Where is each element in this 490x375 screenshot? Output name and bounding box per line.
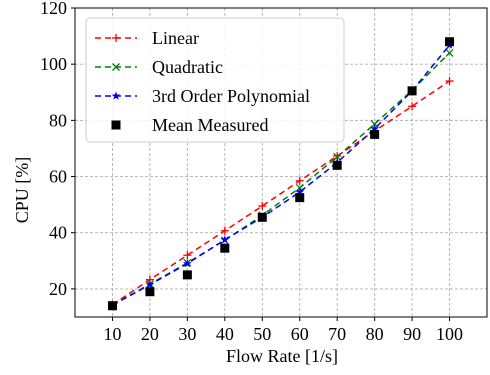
data-point bbox=[295, 176, 304, 185]
legend-marker bbox=[112, 63, 120, 71]
data-point bbox=[445, 48, 454, 57]
data-point bbox=[295, 187, 305, 196]
x-tick-label: 70 bbox=[328, 324, 346, 344]
x-tick-label: 10 bbox=[103, 324, 121, 344]
data-point bbox=[370, 129, 380, 139]
x-tick-label: 40 bbox=[216, 324, 234, 344]
x-tick-label: 30 bbox=[178, 324, 196, 344]
data-point bbox=[408, 102, 417, 111]
x-tick-label: 50 bbox=[253, 324, 271, 344]
y-tick-label: 100 bbox=[40, 54, 67, 74]
x-axis-label: Flow Rate [1/s] bbox=[226, 346, 338, 366]
legend-box bbox=[85, 17, 345, 143]
series-line bbox=[112, 44, 451, 306]
data-point bbox=[295, 193, 305, 203]
series-group bbox=[107, 37, 455, 311]
data-point bbox=[333, 152, 342, 161]
data-point bbox=[258, 202, 267, 211]
data-point bbox=[407, 86, 417, 96]
data-point bbox=[445, 37, 455, 47]
data-point bbox=[183, 259, 192, 268]
legend-entry: Linear bbox=[95, 28, 199, 48]
legend-label: 3rd Order Polynomial bbox=[152, 86, 310, 106]
data-point bbox=[107, 301, 117, 311]
data-point bbox=[257, 212, 267, 222]
y-tick-label: 80 bbox=[49, 110, 67, 130]
data-point bbox=[145, 280, 155, 289]
data-point bbox=[220, 235, 230, 244]
legend-marker bbox=[111, 91, 121, 100]
data-point bbox=[445, 77, 454, 86]
data-point bbox=[220, 226, 229, 235]
data-point bbox=[145, 287, 155, 297]
axes: 10 20 30 40 50 60 70 80 90 100 20 40 60 80 100 120 bbox=[40, 0, 488, 344]
y-tick-label: 60 bbox=[49, 167, 67, 187]
legend-label: Linear bbox=[152, 28, 199, 48]
series-line bbox=[112, 80, 450, 306]
y-tick-label: 120 bbox=[40, 0, 67, 18]
legend-label: Mean Measured bbox=[152, 115, 268, 135]
legend-label: Quadratic bbox=[152, 57, 223, 77]
y-tick-label: 40 bbox=[49, 223, 67, 243]
legend-marker bbox=[112, 34, 120, 42]
y-axis-label: CPU [%] bbox=[12, 157, 32, 224]
x-tick-label: 20 bbox=[141, 324, 159, 344]
data-point bbox=[183, 251, 192, 260]
x-tick-label: 100 bbox=[436, 324, 463, 344]
x-tick-label: 60 bbox=[291, 324, 309, 344]
x-tick-label: 80 bbox=[366, 324, 384, 344]
y-tick-label: 20 bbox=[49, 279, 67, 299]
legend-entry: Mean Measured bbox=[111, 115, 268, 135]
legend-marker bbox=[111, 120, 121, 130]
legend-entry: Quadratic bbox=[95, 57, 223, 77]
data-point bbox=[220, 243, 230, 253]
x-tick-label: 90 bbox=[403, 324, 421, 344]
data-point bbox=[370, 124, 379, 133]
data-point bbox=[182, 270, 192, 280]
plot-frame bbox=[74, 7, 488, 318]
legend-entry: 3rd Order Polynomial bbox=[95, 86, 310, 106]
data-point bbox=[332, 160, 342, 170]
series-3 bbox=[107, 37, 455, 311]
legend: Linear Quadratic 3rd Order Polynomial Mean … bbox=[85, 17, 345, 143]
